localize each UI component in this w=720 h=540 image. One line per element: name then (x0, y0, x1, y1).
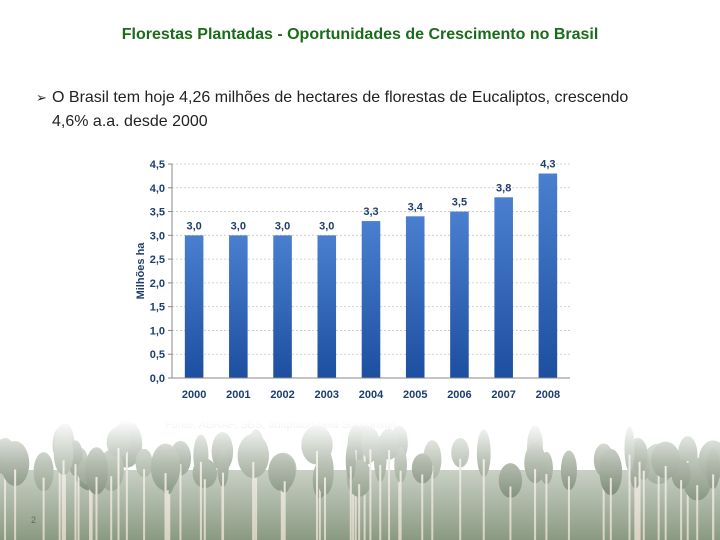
data-label: 3,3 (363, 206, 378, 218)
bar (450, 211, 469, 378)
bar (361, 221, 381, 378)
bar (273, 235, 292, 378)
x-tick-label: 2002 (270, 389, 294, 401)
data-label: 3,4 (408, 201, 424, 213)
y-tick-label: 1,5 (150, 302, 165, 314)
x-tick-label: 2007 (491, 389, 515, 401)
data-label: 3,8 (496, 182, 511, 194)
bar (184, 235, 204, 378)
data-label: 3,0 (275, 220, 290, 232)
bar (317, 235, 337, 378)
data-label: 3,0 (319, 220, 334, 232)
bullet-line-1: O Brasil tem hoje 4,26 milhões de hectar… (52, 89, 629, 106)
bullet-text: O Brasil tem hoje 4,26 milhões de hectar… (52, 86, 692, 134)
y-tick-label: 2,5 (150, 254, 165, 266)
bar-chart: 0,0 0,5 1,0 1,5 2,0 2,5 3,0 3,5 4,0 4,5 3,0 2000 3,0… (135, 159, 570, 431)
x-tick-label: 2003 (315, 389, 339, 401)
y-tick-label: 0,5 (150, 349, 165, 361)
arrow-bullet-icon: ➢ (36, 90, 47, 105)
y-tick-label: 2,0 (150, 278, 165, 290)
x-tick-label: 2006 (447, 389, 471, 401)
data-label: 3,5 (452, 197, 467, 209)
bar (494, 197, 513, 378)
y-tick-label: 3,5 (150, 207, 165, 219)
data-label: 3,0 (231, 220, 246, 232)
bar (538, 173, 558, 378)
data-label: 4,3 (540, 159, 555, 171)
x-tick-label: 2005 (403, 389, 427, 401)
y-axis-label: Milhões ha (135, 242, 147, 300)
data-label: 3,0 (186, 220, 201, 232)
y-tick-label: 3,0 (150, 230, 165, 242)
x-tick-label: 2000 (182, 389, 206, 401)
y-tick-label: 4,5 (150, 159, 165, 171)
forest-background-image (0, 420, 720, 540)
y-tick-label: 0,0 (150, 373, 165, 385)
y-tick-label: 1,0 (150, 325, 165, 337)
x-tick-label: 2004 (359, 389, 384, 401)
bar (405, 216, 425, 378)
bar (229, 235, 248, 378)
x-tick-label: 2008 (536, 389, 560, 401)
bullet-line-2: 4,6% a.a. desde 2000 (52, 113, 208, 130)
y-tick-label: 4,0 (150, 183, 165, 195)
slide-title: Florestas Plantadas - Oportunidades de C… (121, 26, 599, 43)
page-number: 2 (31, 515, 37, 525)
x-tick-label: 2001 (226, 389, 250, 401)
